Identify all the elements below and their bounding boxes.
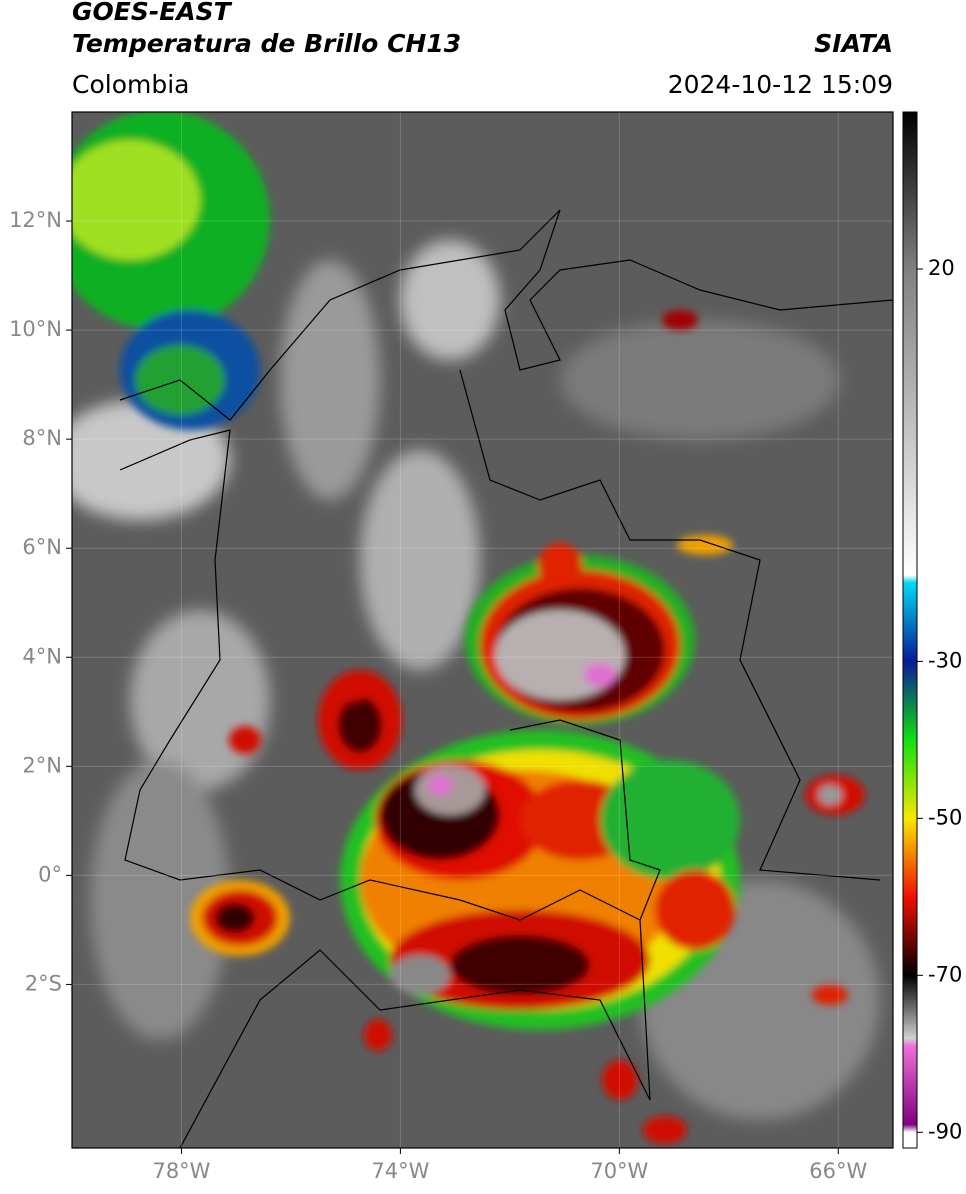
title: GOES-EAST: [72, 0, 233, 26]
colorbar-label: -50: [928, 805, 962, 829]
region: Colombia: [72, 70, 189, 99]
inner-border: [509, 719, 661, 921]
colorbar-label: -30: [928, 648, 962, 672]
lon-tick-label: 74°W: [371, 1159, 429, 1183]
lat-tick-label: 10°N: [9, 317, 62, 341]
colorbar-label: -70: [928, 962, 962, 986]
venezuela-border: [459, 369, 881, 881]
coastline: [119, 209, 893, 421]
source: SIATA: [814, 29, 893, 58]
borders: [119, 209, 893, 1148]
colorbar-label: -90: [928, 1119, 962, 1143]
lon-tick-label: 66°W: [809, 1159, 867, 1183]
lat-tick-label: 6°N: [22, 535, 62, 559]
subtitle: Temperatura de Brillo CH13: [72, 29, 461, 58]
lat-tick-label: 2°S: [25, 971, 62, 995]
lat-tick-label: 8°N: [22, 426, 62, 450]
lat-tick-label: 2°N: [22, 753, 62, 777]
colombia-border: [119, 429, 651, 1148]
graticule: [72, 112, 893, 1148]
map-frame: [71, 111, 894, 1149]
lat-tick-label: 4°N: [22, 644, 62, 668]
datetime: 2024-10-12 15:09: [668, 70, 893, 99]
lon-tick-label: 78°W: [152, 1159, 210, 1183]
colorbar: [902, 111, 918, 1149]
clouds: [72, 240, 880, 1120]
satellite-image: [72, 112, 893, 1148]
colorbar-label: 20: [928, 256, 955, 280]
lon-tick-label: 70°W: [590, 1159, 648, 1183]
lat-tick-label: 12°N: [9, 208, 62, 232]
lat-tick-label: 0°: [38, 862, 62, 886]
